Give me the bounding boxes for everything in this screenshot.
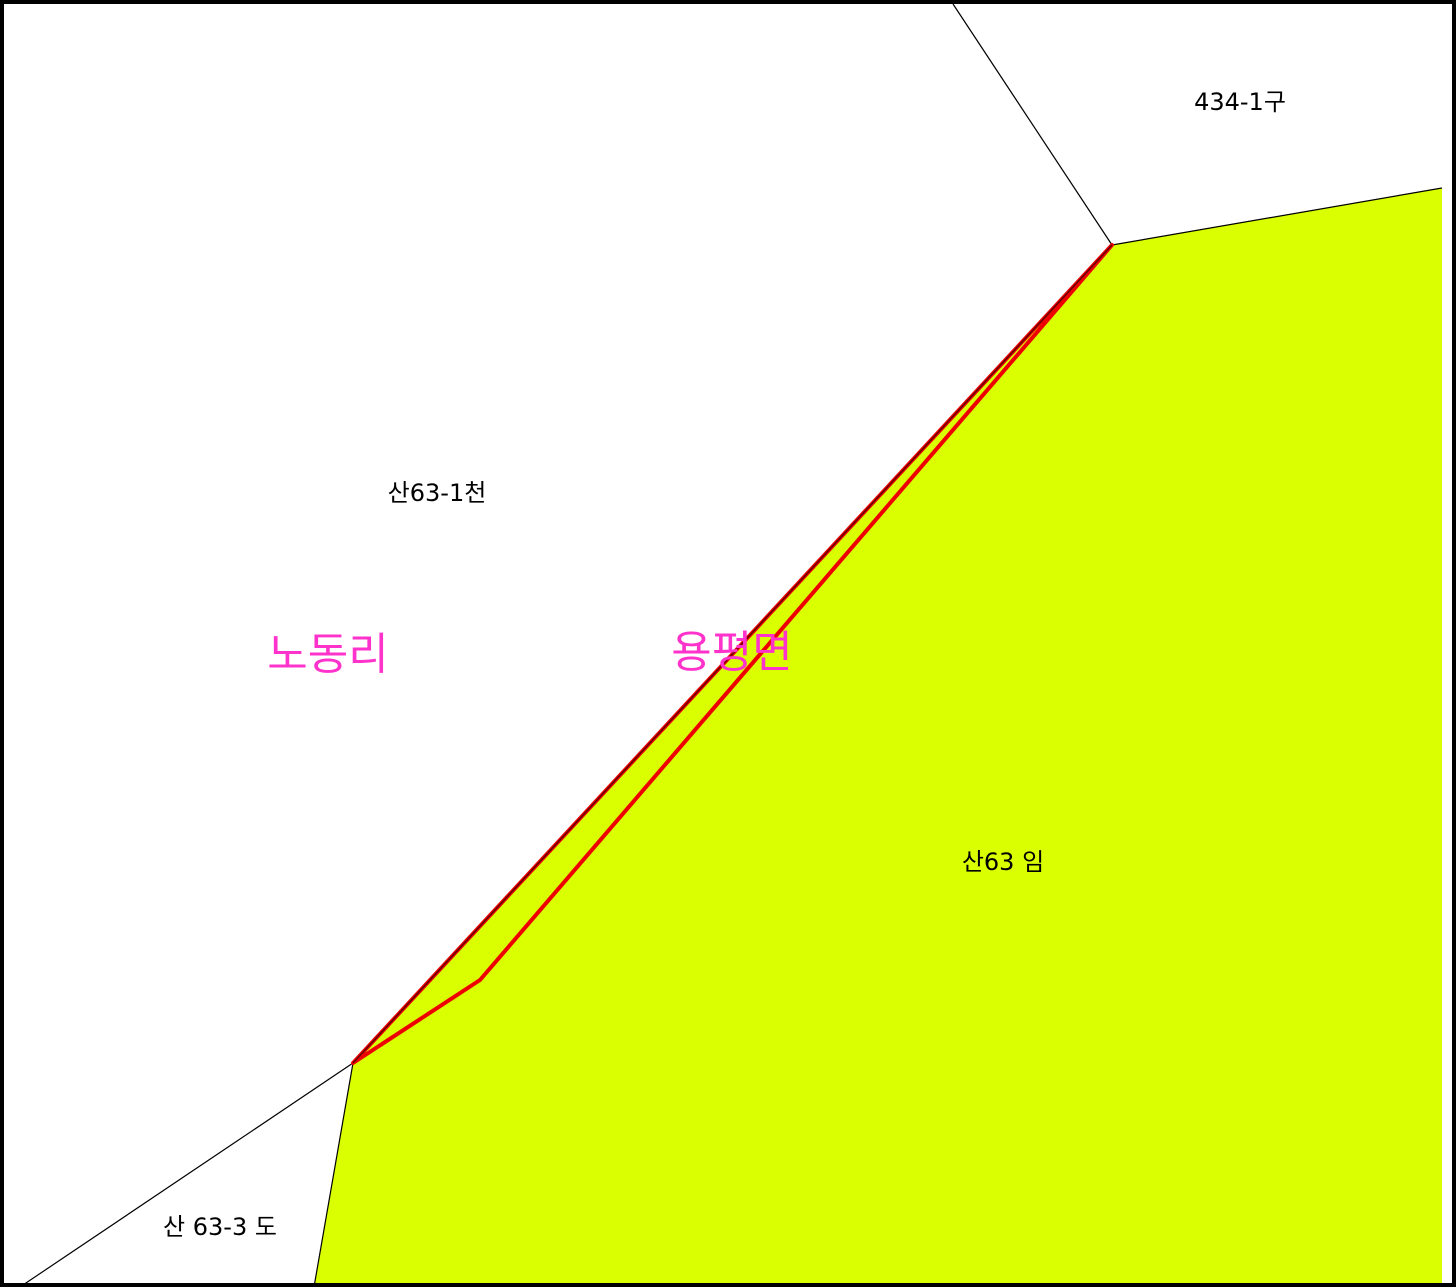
district-label: 노동리 xyxy=(267,629,388,680)
parcel-label: 산63 임 xyxy=(962,848,1044,876)
parcel-area xyxy=(314,188,1442,1287)
boundary-line xyxy=(19,1062,354,1287)
boundary-line xyxy=(313,1062,354,1287)
parcel-label: 434-1구 xyxy=(1194,88,1286,116)
parcel-label: 산 63-3 도 xyxy=(163,1213,277,1241)
boundary-line xyxy=(352,244,1113,1064)
parcel-label: 산63-1천 xyxy=(388,479,487,507)
boundary-line xyxy=(952,3,1113,246)
boundary-line xyxy=(1111,187,1443,246)
district-label: 용평면 xyxy=(671,627,792,678)
